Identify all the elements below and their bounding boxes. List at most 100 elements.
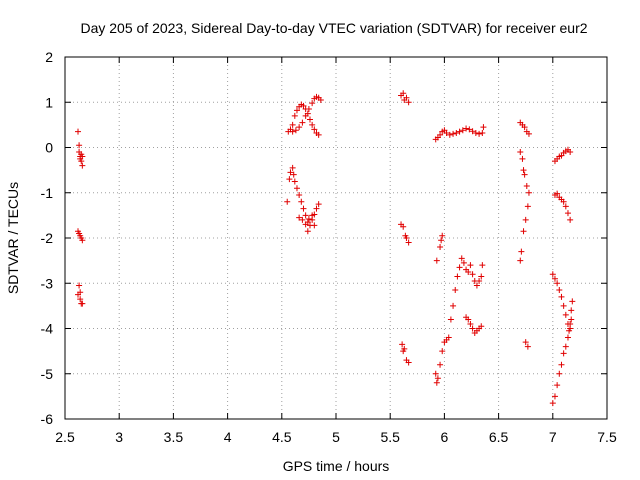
data-point	[567, 320, 574, 327]
data-point	[523, 182, 530, 189]
data-point	[309, 212, 316, 219]
x-tick-label: 3	[115, 429, 123, 445]
data-point	[562, 203, 569, 210]
data-point	[562, 311, 569, 318]
data-point	[300, 205, 307, 212]
data-point	[524, 203, 531, 210]
data-point	[450, 302, 457, 309]
data-point	[525, 130, 532, 137]
data-point	[433, 379, 440, 386]
data-point	[300, 102, 307, 109]
data-point	[405, 239, 412, 246]
data-point	[287, 169, 294, 176]
data-point	[476, 277, 483, 284]
data-point	[549, 271, 556, 278]
data-point	[520, 167, 527, 174]
data-point	[453, 130, 460, 137]
data-point	[304, 228, 311, 235]
data-point	[76, 282, 83, 289]
data-point	[403, 94, 410, 101]
data-point	[554, 190, 561, 197]
data-point	[437, 244, 444, 251]
data-point	[556, 370, 563, 377]
data-point	[315, 131, 322, 138]
data-point	[525, 189, 532, 196]
data-point	[311, 222, 318, 229]
data-point	[450, 130, 457, 137]
data-point	[433, 257, 440, 264]
data-point	[78, 158, 85, 165]
data-point	[296, 192, 303, 199]
data-point	[293, 107, 300, 114]
data-point	[290, 171, 297, 178]
data-point	[293, 185, 300, 192]
data-point	[521, 124, 528, 131]
y-tick-label: -4	[41, 321, 54, 337]
data-point	[454, 273, 461, 280]
data-point	[306, 116, 313, 123]
data-point	[75, 128, 82, 135]
data-point	[463, 125, 470, 132]
data-point	[549, 400, 556, 407]
data-point	[469, 271, 476, 278]
data-point	[403, 235, 410, 241]
data-point	[524, 343, 531, 350]
data-point	[291, 112, 298, 119]
data-point	[289, 128, 296, 135]
x-tick-label: 4.5	[272, 429, 292, 445]
data-point	[564, 210, 571, 217]
data-point	[302, 112, 309, 119]
data-point	[564, 334, 571, 341]
data-point	[437, 131, 444, 138]
data-point	[554, 382, 561, 389]
data-point	[405, 99, 412, 106]
data-point	[289, 121, 296, 128]
data-point	[459, 127, 466, 134]
data-point	[456, 128, 463, 135]
grid-layer	[65, 57, 607, 419]
data-point	[445, 334, 452, 341]
data-point	[302, 212, 309, 219]
data-point	[79, 237, 86, 244]
tick-layer: 2.5 3 3.5 4 4.5 5 5.5 6 6.5 7 7.5 -6 -5 -4 -3 -2 -1 0 1 2	[41, 49, 617, 445]
data-point	[560, 302, 567, 309]
data-point	[568, 307, 575, 314]
data-point	[569, 298, 576, 305]
data-point	[443, 130, 450, 137]
x-tick-label: 6.5	[489, 429, 509, 445]
data-point	[452, 287, 459, 294]
y-tick-label: -2	[41, 230, 54, 246]
data-point	[79, 300, 86, 307]
y-tick-label: 2	[45, 49, 53, 65]
plot-frame	[64, 56, 608, 420]
data-point	[305, 215, 312, 222]
data-point	[77, 289, 84, 296]
y-tick-label: 0	[45, 140, 53, 156]
data-point	[405, 359, 412, 366]
data-point	[291, 178, 298, 185]
data-point	[309, 100, 316, 107]
data-point	[401, 345, 408, 352]
data-point	[400, 90, 407, 97]
data-point	[292, 127, 299, 134]
data-point	[317, 96, 324, 103]
data-point	[517, 257, 524, 264]
data-point	[79, 162, 86, 169]
data-point	[458, 255, 465, 262]
x-tick-label: 3.5	[164, 429, 184, 445]
data-point	[79, 153, 86, 160]
data-point	[567, 149, 574, 156]
data-point	[296, 124, 303, 131]
y-tick-label: -6	[41, 411, 54, 427]
data-point	[299, 216, 306, 223]
data-point	[437, 361, 444, 368]
data-point	[551, 275, 558, 282]
data-point	[519, 155, 526, 162]
data-point	[517, 149, 524, 156]
data-point	[560, 350, 567, 357]
data-point	[476, 130, 483, 137]
x-tick-label: 6	[441, 429, 449, 445]
x-tick-label: 5	[332, 429, 340, 445]
data-point	[467, 320, 474, 327]
data-point	[467, 262, 474, 269]
